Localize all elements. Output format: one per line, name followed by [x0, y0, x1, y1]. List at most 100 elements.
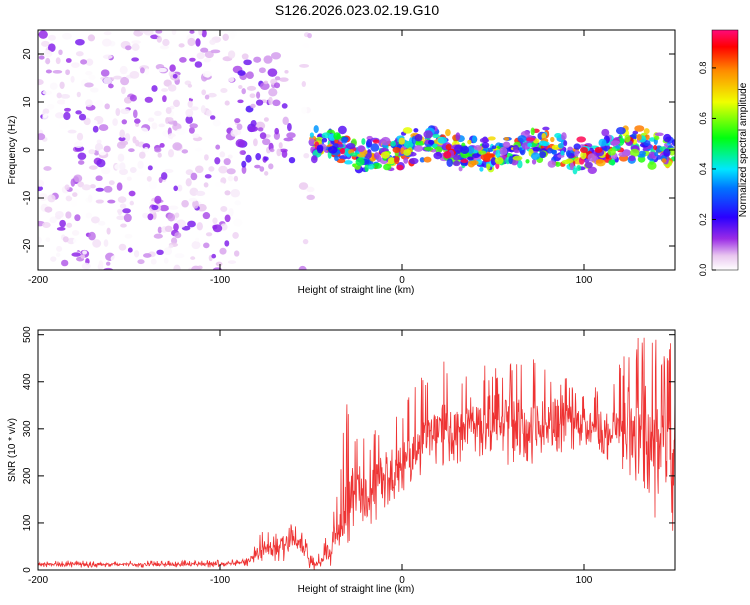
heatmap-cell	[301, 81, 306, 87]
heatmap-cell	[129, 71, 140, 79]
heatmap-cell	[201, 89, 207, 96]
heatmap-cell	[239, 150, 245, 155]
heatmap-cell	[223, 158, 231, 166]
heatmap-cell	[167, 244, 174, 249]
heatmap-cell	[598, 138, 607, 147]
heatmap-cell	[80, 254, 86, 259]
heatmap-cell	[97, 220, 106, 226]
colorbar-ticks: 0.0 0.2 0.4 0.6 0.8	[698, 62, 716, 277]
heatmap-cell	[403, 140, 414, 149]
heatmap-cell	[257, 127, 264, 132]
heatmap-cell	[594, 147, 603, 153]
heatmap-cell	[339, 147, 346, 155]
heatmap-cell	[163, 168, 174, 174]
heatmap-cell	[628, 155, 636, 162]
heatmap-cell	[108, 180, 115, 186]
heatmap-cell	[498, 146, 508, 156]
heatmap-cell	[148, 180, 158, 190]
heatmap-cell	[173, 264, 181, 270]
x-tick-label: 100	[576, 275, 593, 286]
heatmap-cell	[396, 164, 404, 171]
heatmap-cell	[92, 125, 99, 133]
heatmap-cell	[532, 147, 541, 152]
heatmap-cell	[433, 152, 443, 160]
heatmap-cell	[643, 128, 650, 135]
heatmap-cell	[303, 153, 310, 159]
heatmap-cell	[65, 58, 72, 63]
heatmap-cell	[495, 149, 501, 158]
heatmap-cell	[219, 247, 227, 255]
heatmap-cell	[268, 163, 274, 170]
heatmap-cell	[618, 152, 629, 157]
heatmap-cell	[281, 150, 288, 158]
heatmap-cell	[137, 160, 144, 169]
heatmap-cell	[241, 88, 246, 95]
heatmap-cell	[64, 184, 70, 191]
spectrogram-y-ticks: -20 -10 0 10 20	[22, 48, 675, 253]
heatmap-cell	[398, 137, 405, 145]
heatmap-cell	[206, 30, 212, 34]
heatmap-cell	[246, 71, 254, 80]
heatmap-cell	[195, 190, 206, 197]
heatmap-cell	[361, 138, 366, 145]
heatmap-cell	[43, 166, 52, 171]
heatmap-cell	[483, 153, 491, 161]
heatmap-cell	[473, 145, 483, 151]
heatmap-cell	[279, 77, 289, 82]
heatmap-cell	[230, 31, 235, 40]
heatmap-cell	[65, 211, 72, 219]
heatmap-cell	[59, 121, 69, 130]
heatmap-cell	[211, 253, 217, 259]
heatmap-cell	[607, 148, 616, 156]
heatmap-cell	[298, 265, 307, 270]
colorbar-tick-label: 0.0	[698, 264, 708, 277]
heatmap-cell	[55, 252, 61, 258]
heatmap-cell	[254, 164, 261, 169]
heatmap-cell	[198, 30, 203, 36]
heatmap-cell	[85, 71, 93, 76]
heatmap-cell	[71, 252, 81, 257]
heatmap-cell	[162, 38, 170, 47]
heatmap-cell	[202, 212, 211, 220]
heatmap-cell	[88, 165, 98, 170]
heatmap-cell	[164, 225, 173, 233]
heatmap-cell	[587, 153, 597, 162]
spectrogram-x-ticks: -200 -100 0 100	[28, 30, 593, 286]
heatmap-cell	[219, 151, 226, 158]
heatmap-cell	[224, 240, 230, 247]
heatmap-cell	[249, 93, 256, 99]
heatmap-cell	[103, 239, 109, 247]
heatmap-cell	[173, 185, 179, 192]
heatmap-cell	[71, 243, 80, 248]
heatmap-cell	[45, 237, 51, 243]
heatmap-cell	[128, 190, 136, 197]
heatmap-cell	[227, 260, 237, 264]
heatmap-cell	[167, 213, 176, 222]
heatmap-cell	[237, 70, 246, 76]
heatmap-cell	[423, 146, 434, 151]
heatmap-cell	[188, 127, 195, 134]
heatmap-cell	[38, 193, 48, 201]
heatmap-cell	[452, 160, 461, 167]
heatmap-cell	[185, 178, 192, 187]
heatmap-cell	[245, 154, 252, 163]
heatmap-cell	[413, 145, 424, 152]
heatmap-cell	[118, 136, 126, 142]
heatmap-cell	[253, 56, 262, 63]
heatmap-cell	[445, 144, 452, 150]
heatmap-cell	[301, 106, 308, 114]
heatmap-cell	[256, 91, 261, 99]
heatmap-cell	[654, 151, 659, 157]
colorbar-tick-label: 0.8	[698, 62, 708, 75]
heatmap-cell	[214, 182, 225, 187]
heatmap-cell	[258, 67, 266, 74]
heatmap-cell	[117, 153, 125, 162]
heatmap-cell	[80, 59, 88, 65]
heatmap-cell	[274, 127, 280, 135]
heatmap-cell	[530, 127, 535, 136]
heatmap-cell	[42, 108, 50, 115]
heatmap-cell	[172, 135, 183, 144]
heatmap-cell	[116, 215, 126, 221]
heatmap-cell	[70, 75, 75, 83]
